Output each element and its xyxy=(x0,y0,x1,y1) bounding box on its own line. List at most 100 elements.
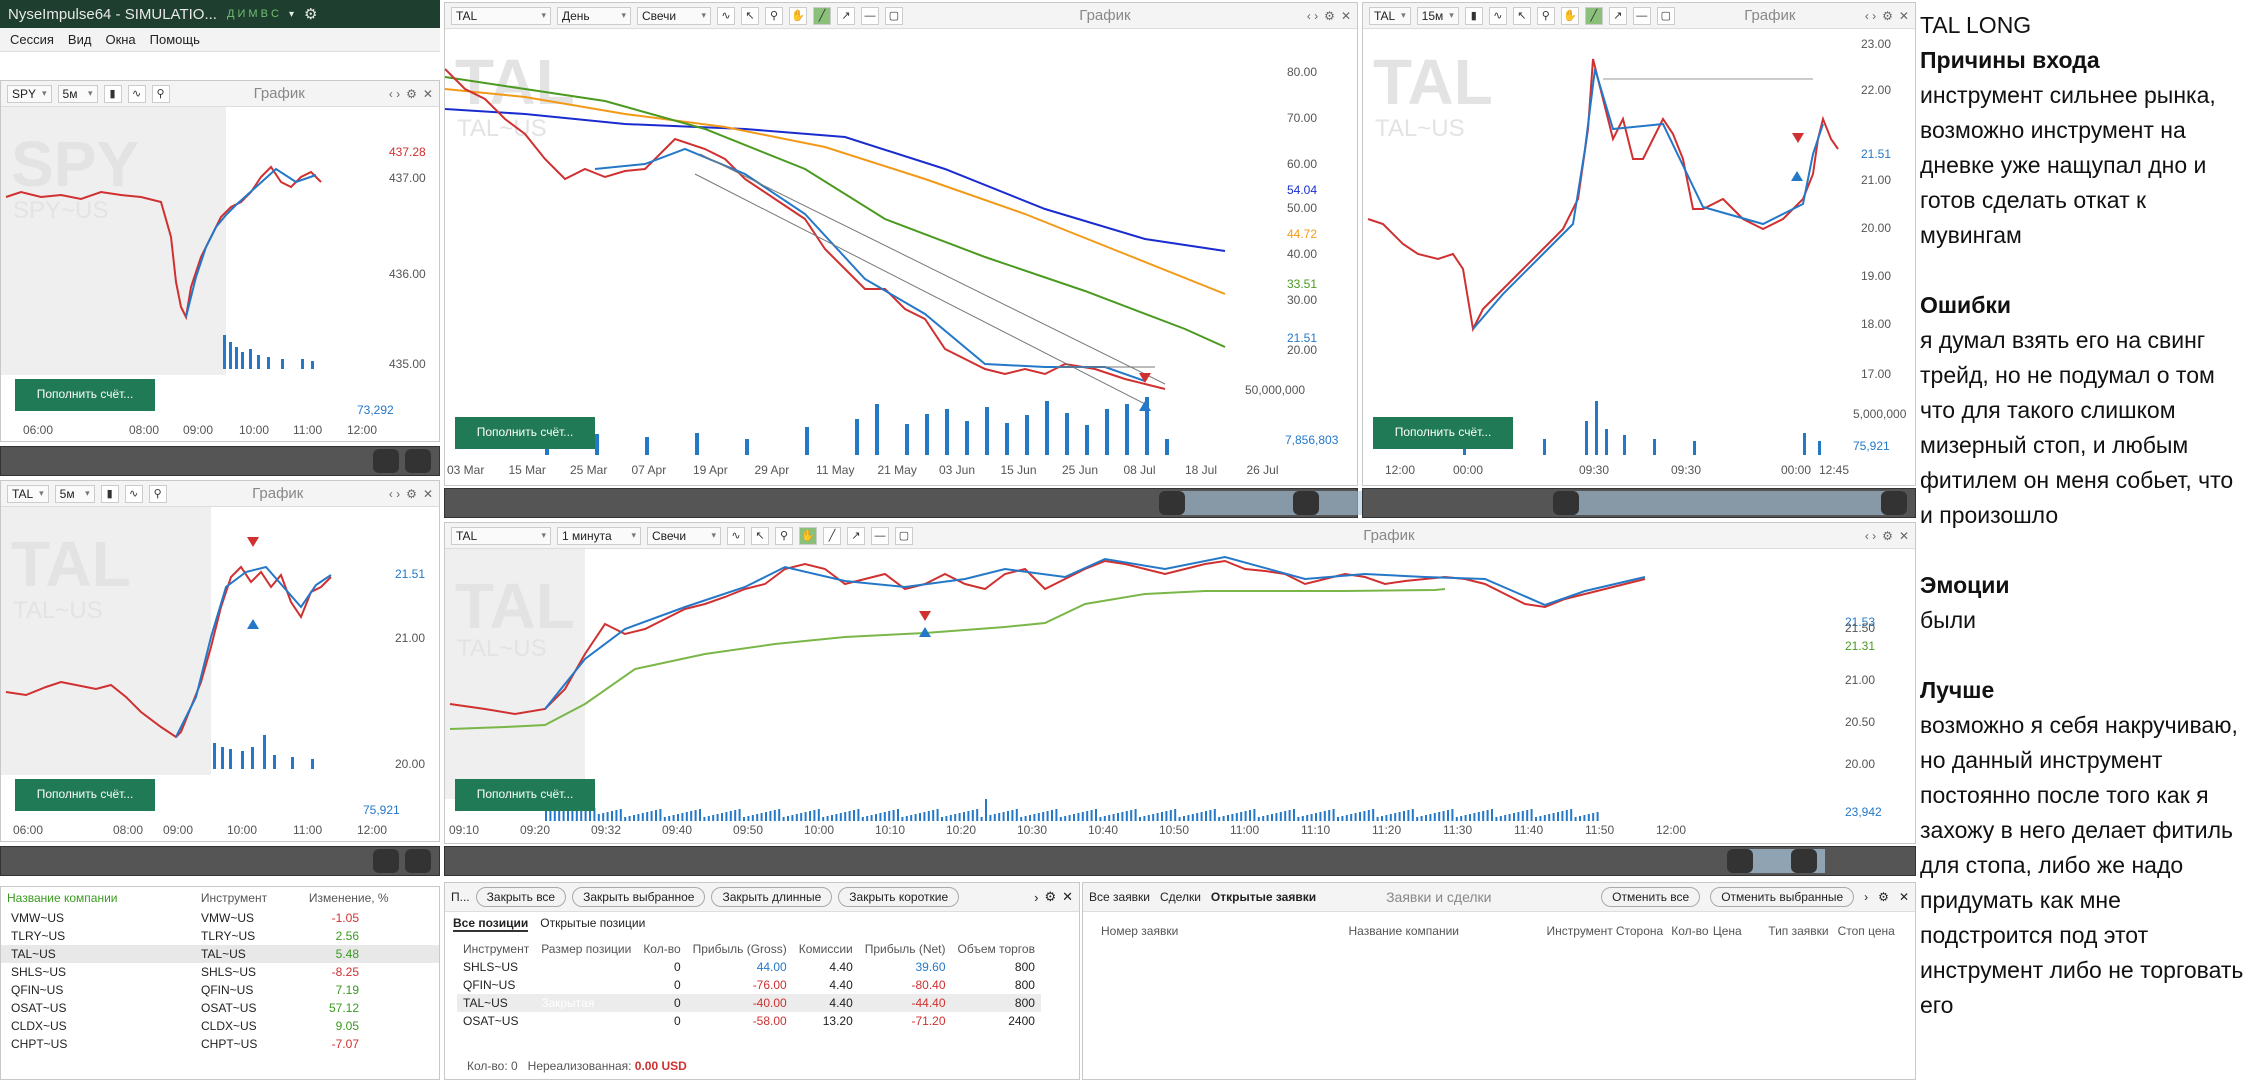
deposit-button[interactable]: Пополнить счёт... xyxy=(455,779,595,811)
tal1m-scrollbar[interactable] xyxy=(444,846,1916,876)
col-order-type[interactable]: Тип заявки xyxy=(1768,924,1829,938)
col-gross[interactable]: Прибыль (Gross) xyxy=(692,942,787,956)
scroll-handle[interactable] xyxy=(1791,849,1817,873)
col-order-number[interactable]: Номер заявки xyxy=(1101,924,1179,938)
nav-icon[interactable]: ‹ › xyxy=(388,86,401,101)
close-icon[interactable]: ✕ xyxy=(1062,889,1073,904)
scroll-handle[interactable] xyxy=(405,849,431,873)
daily-scrollbar[interactable] xyxy=(444,488,1735,518)
col-instrument[interactable]: Инструмент xyxy=(1546,924,1613,938)
col-company[interactable]: Название компании xyxy=(7,891,118,905)
table-row[interactable]: SHLS~US 0 44.00 4.40 39.60 800 xyxy=(457,958,1041,976)
scroll-handle[interactable] xyxy=(1553,491,1579,515)
list-item[interactable]: VMW~US VMW~US -1.05 xyxy=(1,909,439,927)
cancel-selected-button[interactable]: Отменить выбранные xyxy=(1710,887,1855,907)
settings-icon[interactable]: ⚙ xyxy=(1882,8,1893,23)
list-item[interactable]: SHLS~US SHLS~US -8.25 xyxy=(1,963,439,981)
list-item[interactable]: QFIN~US QFIN~US 7.19 xyxy=(1,981,439,999)
col-price[interactable]: Цена xyxy=(1712,924,1742,938)
candles-icon[interactable]: ▮ xyxy=(100,484,119,503)
settings-icon[interactable]: ⚙ xyxy=(304,6,318,23)
list-item[interactable]: CLDX~US CLDX~US 9.05 xyxy=(1,1017,439,1035)
tab-all-positions[interactable]: Все позиции xyxy=(453,916,529,932)
menu-view[interactable]: Вид xyxy=(67,32,92,47)
zoom-icon[interactable]: ⚲ xyxy=(775,526,793,545)
close-short-button[interactable]: Закрыть короткие xyxy=(838,887,960,907)
timeframe-select[interactable]: 15м xyxy=(1416,6,1459,25)
settings-icon[interactable]: ⚙ xyxy=(1882,528,1893,543)
close-icon[interactable]: ✕ xyxy=(422,486,433,501)
col-fees[interactable]: Комиссии xyxy=(798,942,853,956)
tal15-scrollbar[interactable] xyxy=(1362,488,1916,518)
settings-icon[interactable]: ⚙ xyxy=(406,486,417,501)
close-icon[interactable]: ✕ xyxy=(1898,890,1909,904)
tab-open-orders[interactable]: Открытые заявки xyxy=(1210,890,1317,904)
nav-icon[interactable]: ‹ › xyxy=(1306,8,1319,23)
deposit-button[interactable]: Пополнить счёт... xyxy=(1373,417,1513,449)
hand-icon[interactable]: ✋ xyxy=(1560,6,1579,25)
rect-icon[interactable]: ▢ xyxy=(895,526,913,545)
deposit-button[interactable]: Пополнить счёт... xyxy=(455,417,595,449)
table-row[interactable]: OSAT~US 0 -58.00 13.20 -71.20 2400 xyxy=(457,1012,1041,1030)
tab-trades[interactable]: Сделки xyxy=(1160,890,1201,904)
indicators-icon[interactable]: ∿ xyxy=(1488,6,1507,25)
scroll-handle[interactable] xyxy=(1293,491,1319,515)
charttype-select[interactable]: Свечи xyxy=(637,6,711,25)
col-qty[interactable]: Кол-во xyxy=(643,942,681,956)
col-change[interactable]: Изменение, % xyxy=(308,891,389,905)
cancel-all-button[interactable]: Отменить все xyxy=(1601,887,1701,907)
tab-all-orders[interactable]: Все заявки xyxy=(1089,890,1151,904)
hand-icon[interactable]: ✋ xyxy=(799,526,817,545)
candles-icon[interactable]: ▮ xyxy=(103,84,122,103)
ray-icon[interactable]: ↗ xyxy=(847,526,865,545)
trendline-icon[interactable]: ╱ xyxy=(1584,6,1603,25)
nav-icon[interactable]: ‹ › xyxy=(1864,528,1877,543)
hline-icon[interactable]: — xyxy=(861,6,879,25)
scroll-handle[interactable] xyxy=(1727,849,1753,873)
scroll-handle[interactable] xyxy=(1159,491,1185,515)
hline-icon[interactable]: — xyxy=(1632,6,1651,25)
menu-windows[interactable]: Окна xyxy=(105,32,136,47)
scroll-handle[interactable] xyxy=(373,449,399,473)
timeframe-select[interactable]: 5м xyxy=(54,484,95,503)
cursor-icon[interactable]: ↖ xyxy=(741,6,759,25)
col-qty[interactable]: Кол-во xyxy=(1671,924,1709,938)
deposit-button[interactable]: Пополнить счёт... xyxy=(15,779,155,811)
indicators-icon[interactable]: ∿ xyxy=(127,84,146,103)
more-icon[interactable]: › xyxy=(1034,889,1039,905)
hand-icon[interactable]: ✋ xyxy=(789,6,807,25)
col-net[interactable]: Прибыль (Net) xyxy=(864,942,946,956)
close-long-button[interactable]: Закрыть длинные xyxy=(711,887,833,907)
close-icon[interactable]: ✕ xyxy=(1898,528,1909,543)
col-instrument[interactable]: Инструмент xyxy=(200,891,268,905)
close-icon[interactable]: ✕ xyxy=(1898,8,1909,23)
list-item[interactable]: TAL~US TAL~US 5.48 xyxy=(1,945,439,963)
col-instrument[interactable]: Инструмент xyxy=(463,942,530,956)
nav-icon[interactable]: ‹ › xyxy=(1864,8,1877,23)
list-item[interactable]: OSAT~US OSAT~US 57.12 xyxy=(1,999,439,1017)
trendline-icon[interactable]: ╱ xyxy=(813,6,831,25)
ray-icon[interactable]: ↗ xyxy=(1608,6,1627,25)
search-icon[interactable]: ⚲ xyxy=(148,484,167,503)
settings-icon[interactable]: ⚙ xyxy=(1044,889,1057,904)
col-size[interactable]: Размер позиции xyxy=(541,942,632,956)
col-company[interactable]: Название компании xyxy=(1348,924,1459,938)
settings-icon[interactable]: ⚙ xyxy=(1878,890,1889,904)
hline-icon[interactable]: — xyxy=(871,526,889,545)
table-row[interactable]: QFIN~US 0 -76.00 4.40 -80.40 800 xyxy=(457,976,1041,994)
col-volume[interactable]: Объем торгов xyxy=(957,942,1035,956)
search-icon[interactable]: ⚲ xyxy=(151,84,170,103)
rect-icon[interactable]: ▢ xyxy=(1656,6,1675,25)
settings-icon[interactable]: ⚙ xyxy=(1324,8,1335,23)
zoom-icon[interactable]: ⚲ xyxy=(765,6,783,25)
dropdown-icon[interactable]: ▾ xyxy=(288,8,295,20)
tab-open-positions[interactable]: Открытые позиции xyxy=(540,916,646,930)
close-all-button[interactable]: Закрыть все xyxy=(475,887,567,907)
nav-icon[interactable]: ‹ › xyxy=(388,486,401,501)
timeframe-select[interactable]: 1 минута xyxy=(557,526,641,545)
more-icon[interactable]: › xyxy=(1864,890,1869,904)
symbol-select[interactable]: TAL xyxy=(7,484,49,503)
cursor-icon[interactable]: ↖ xyxy=(751,526,769,545)
table-row[interactable]: TAL~US Закрытая 0 -40.00 4.40 -44.40 800 xyxy=(457,994,1041,1012)
symbol-select[interactable]: TAL xyxy=(451,526,551,545)
